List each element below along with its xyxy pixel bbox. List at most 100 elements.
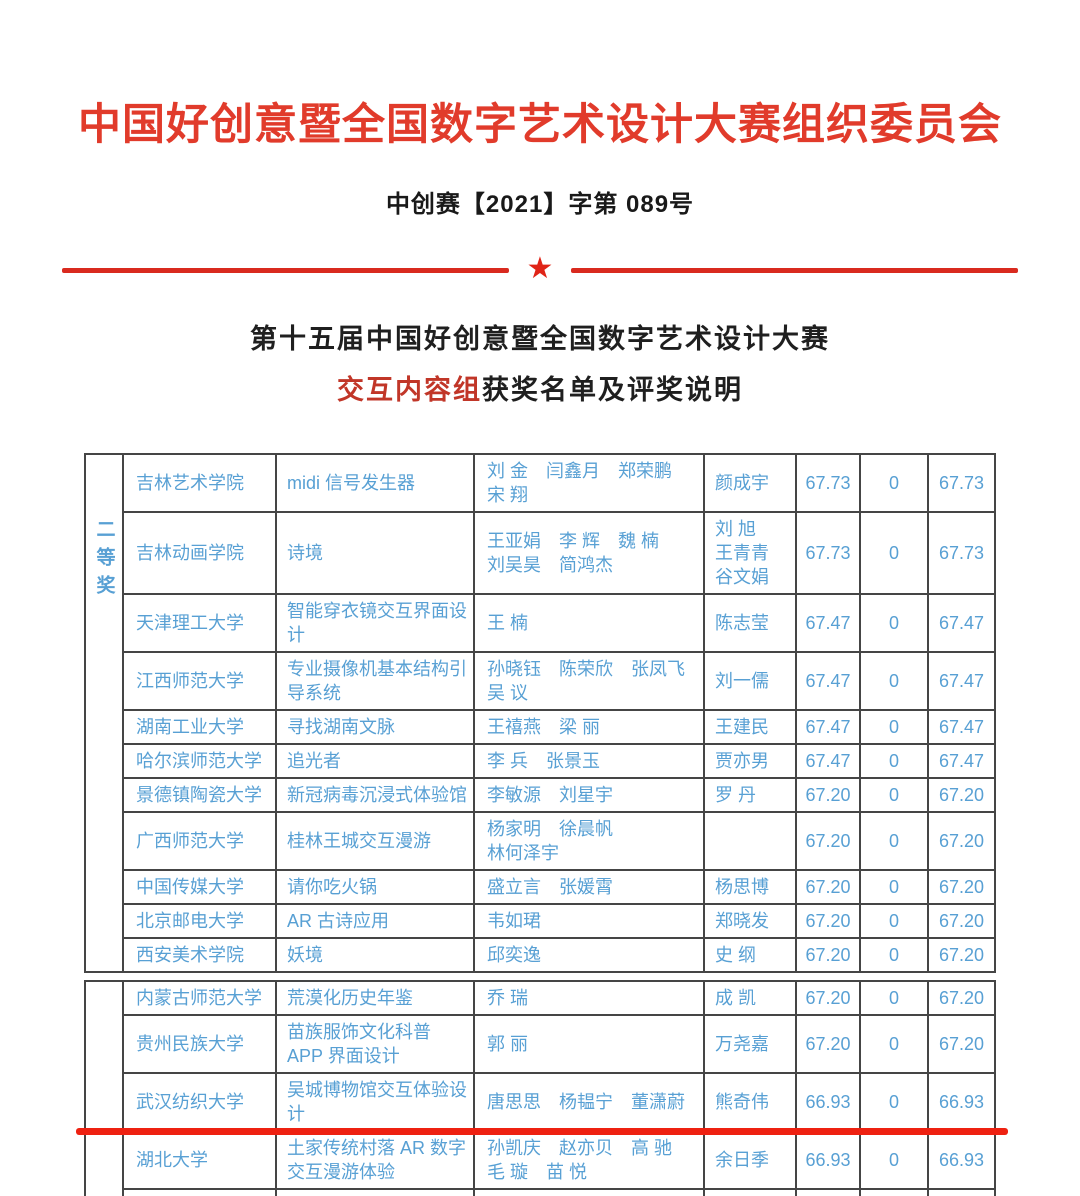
school-cell: 北京邮电大学 bbox=[124, 905, 277, 937]
work-cell: midi 信号发生器 bbox=[277, 455, 475, 511]
score-cell: 67.20 bbox=[797, 779, 861, 811]
total-cell: 67.20 bbox=[938, 785, 985, 805]
total-cell: 67.20 bbox=[938, 911, 985, 931]
doc-number: 中创赛【2021】字第 089号 bbox=[385, 191, 695, 218]
advisor-cell: 郑晓发 bbox=[705, 905, 797, 937]
school-cell: 吉林动画学院 bbox=[124, 513, 277, 593]
divider-line-right bbox=[571, 267, 1018, 273]
authors-cell: 王禧燕 梁 丽 bbox=[475, 711, 705, 743]
score-cell: 67.47 bbox=[797, 595, 861, 651]
total-cell: 67.73 bbox=[938, 543, 985, 563]
table-row bbox=[124, 1190, 994, 1196]
school-cell: 江西师范大学 bbox=[124, 653, 277, 709]
score-cell: 67.20 bbox=[797, 939, 861, 971]
score-cell bbox=[797, 1190, 861, 1196]
authors-cell: 李敏源 刘星宇 bbox=[475, 779, 705, 811]
table-row: 吉林艺术学院 midi 信号发生器刘 金 闫鑫月 郑荣鹏宋 翔颜成宇 67.73 0 6… bbox=[124, 455, 994, 513]
table-section: 二等奖 吉林艺术学院 midi 信号发生器刘 金 闫鑫月 郑荣鹏宋 翔颜成宇 67.7… bbox=[84, 453, 996, 973]
score-cell: 67.47 bbox=[797, 653, 861, 709]
work-cell: 新冠病毒沉浸式体验馆 bbox=[277, 779, 475, 811]
zero-cell bbox=[861, 1190, 929, 1196]
zero-cell: 0 bbox=[861, 905, 929, 937]
authors-cell: 邱奕逸 bbox=[475, 939, 705, 971]
work-cell: 吴城博物馆交互体验设计 bbox=[277, 1074, 475, 1130]
table-row: 江西师范大学 专业摄像机基本结构引导系统 孙晓钰 陈荣欣 张凤飞吴 议刘一儒 67.4… bbox=[124, 653, 994, 711]
advisor-cell bbox=[705, 813, 797, 869]
zero-cell: 0 bbox=[861, 653, 929, 709]
work-cell: 桂林王城交互漫游 bbox=[277, 813, 475, 869]
table-row: 天津理工大学 智能穿衣镜交互界面设计王 楠陈志莹 67.47 0 67.47 bbox=[124, 595, 994, 653]
total-cell bbox=[929, 1190, 994, 1196]
school-cell: 中国传媒大学 bbox=[124, 871, 277, 903]
school-cell: 天津理工大学 bbox=[124, 595, 277, 651]
advisor-cell: 颜成宇 bbox=[705, 455, 797, 511]
table-row: 哈尔滨师范大学 追光者李 兵 张景玉 贾亦男 67.47 0 67.47 bbox=[124, 745, 994, 779]
zero-cell: 0 bbox=[861, 1016, 929, 1072]
work-cell: 智能穿衣镜交互界面设计 bbox=[277, 595, 475, 651]
authors-cell: 唐思思 杨韫宁 董潇蔚 bbox=[475, 1074, 705, 1130]
award-table: 二等奖 吉林艺术学院 midi 信号发生器刘 金 闫鑫月 郑荣鹏宋 翔颜成宇 67.7… bbox=[76, 453, 1008, 1196]
advisor-cell: 史 纲 bbox=[705, 939, 797, 971]
authors-cell: 郭 丽 bbox=[475, 1016, 705, 1072]
table-row: 内蒙古师范大学 荒漠化历史年鉴乔 瑞成 凯 67.20 0 67.20 bbox=[124, 982, 994, 1016]
total-cell: 67.47 bbox=[938, 751, 985, 771]
authors-cell: 王亚娟 李 辉 魏 楠刘吴昊 简鸿杰 bbox=[475, 513, 705, 593]
score-cell: 67.47 bbox=[797, 711, 861, 743]
score-cell: 67.20 bbox=[797, 905, 861, 937]
work-cell: 荒漠化历史年鉴 bbox=[277, 982, 475, 1014]
score-cell: 66.93 bbox=[797, 1074, 861, 1130]
work-cell: 寻找湖南文脉 bbox=[277, 711, 475, 743]
school-cell: 景德镇陶瓷大学 bbox=[124, 779, 277, 811]
advisor-cell: 成 凯 bbox=[705, 982, 797, 1014]
advisor-cell bbox=[705, 1190, 797, 1196]
zero-cell: 0 bbox=[861, 513, 929, 593]
table-row: 西安美术学院 妖境 邱奕逸史 纲 67.20 0 67.20 bbox=[124, 939, 994, 971]
event-title: 第十五届中国好创意暨全国数字艺术设计大赛 bbox=[250, 324, 830, 354]
award-list-subtitle: 交互内容组获奖名单及评奖说明 bbox=[0, 368, 1080, 407]
work-cell: 追光者 bbox=[277, 745, 475, 777]
school-cell: 湖南工业大学 bbox=[124, 711, 277, 743]
group-label: 交互内容组 bbox=[337, 375, 482, 405]
advisor-cell: 余日季 bbox=[705, 1132, 797, 1188]
work-cell: 苗族服饰文化科普 APP 界面设计 bbox=[277, 1016, 475, 1072]
authors-cell bbox=[475, 1190, 705, 1196]
table-row: 北京邮电大学 AR 古诗应用 韦如珺 郑晓发 67.20 0 67.20 bbox=[124, 905, 994, 939]
table-row: 武汉纺织大学 吴城博物馆交互体验设计 唐思思 杨韫宁 董潇蔚 熊奇伟 66.93 0 66.… bbox=[76, 1074, 1008, 1135]
authors-cell: 韦如珺 bbox=[475, 905, 705, 937]
zero-cell: 0 bbox=[861, 982, 929, 1014]
authors-cell: 孙凯庆 赵亦贝 高 驰毛 璇 苗 悦 bbox=[475, 1132, 705, 1188]
authors-cell: 孙晓钰 陈荣欣 张凤飞吴 议 bbox=[475, 653, 705, 709]
score-cell: 67.73 bbox=[797, 455, 861, 511]
total-cell: 67.20 bbox=[938, 988, 985, 1008]
score-cell: 67.20 bbox=[797, 1016, 861, 1072]
advisor-cell: 刘 旭王青青 谷文娟 bbox=[705, 513, 797, 593]
award-category-cell bbox=[86, 982, 124, 1196]
authors-cell: 刘 金 闫鑫月 郑荣鹏宋 翔 bbox=[475, 455, 705, 511]
score-cell: 67.73 bbox=[797, 513, 861, 593]
table-row: 广西师范大学 桂林王城交互漫游 杨家明 徐晨帆 林何泽宇 67.20 0 67.20 bbox=[124, 813, 994, 871]
authors-cell: 王 楠 bbox=[475, 595, 705, 651]
table-section: 内蒙古师范大学 荒漠化历史年鉴乔 瑞成 凯 67.20 0 67.20 贵州民族大学 苗族服… bbox=[76, 980, 1008, 1196]
score-cell: 67.47 bbox=[797, 745, 861, 777]
award-category-cell: 二等奖 bbox=[86, 455, 124, 971]
zero-cell: 0 bbox=[861, 455, 929, 511]
advisor-cell: 陈志莹 bbox=[705, 595, 797, 651]
document-page: 中国好创意暨全国数字艺术设计大赛组织委员会 中创赛【2021】字第 089号 ★… bbox=[0, 90, 1080, 1196]
advisor-cell: 万尧嘉 bbox=[705, 1016, 797, 1072]
zero-cell: 0 bbox=[861, 939, 929, 971]
authors-cell: 乔 瑞 bbox=[475, 982, 705, 1014]
school-cell: 哈尔滨师范大学 bbox=[124, 745, 277, 777]
work-cell: 妖境 bbox=[277, 939, 475, 971]
total-cell: 66.93 bbox=[938, 1150, 985, 1170]
work-cell: 土家传统村落 AR 数字交互漫游体验 bbox=[277, 1132, 475, 1188]
zero-cell: 0 bbox=[861, 711, 929, 743]
total-cell: 67.20 bbox=[938, 877, 985, 897]
table-row: 湖北大学 土家传统村落 AR 数字交互漫游体验 孙凯庆 赵亦贝 高 驰毛 璇 苗 悦… bbox=[124, 1132, 994, 1190]
school-cell bbox=[124, 1190, 277, 1196]
work-cell: 请你吃火锅 bbox=[277, 871, 475, 903]
authors-cell: 李 兵 张景玉 bbox=[475, 745, 705, 777]
total-cell: 66.93 bbox=[938, 1092, 985, 1112]
red-divider: ★ bbox=[62, 254, 1018, 285]
advisor-cell: 贾亦男 bbox=[705, 745, 797, 777]
zero-cell: 0 bbox=[861, 779, 929, 811]
